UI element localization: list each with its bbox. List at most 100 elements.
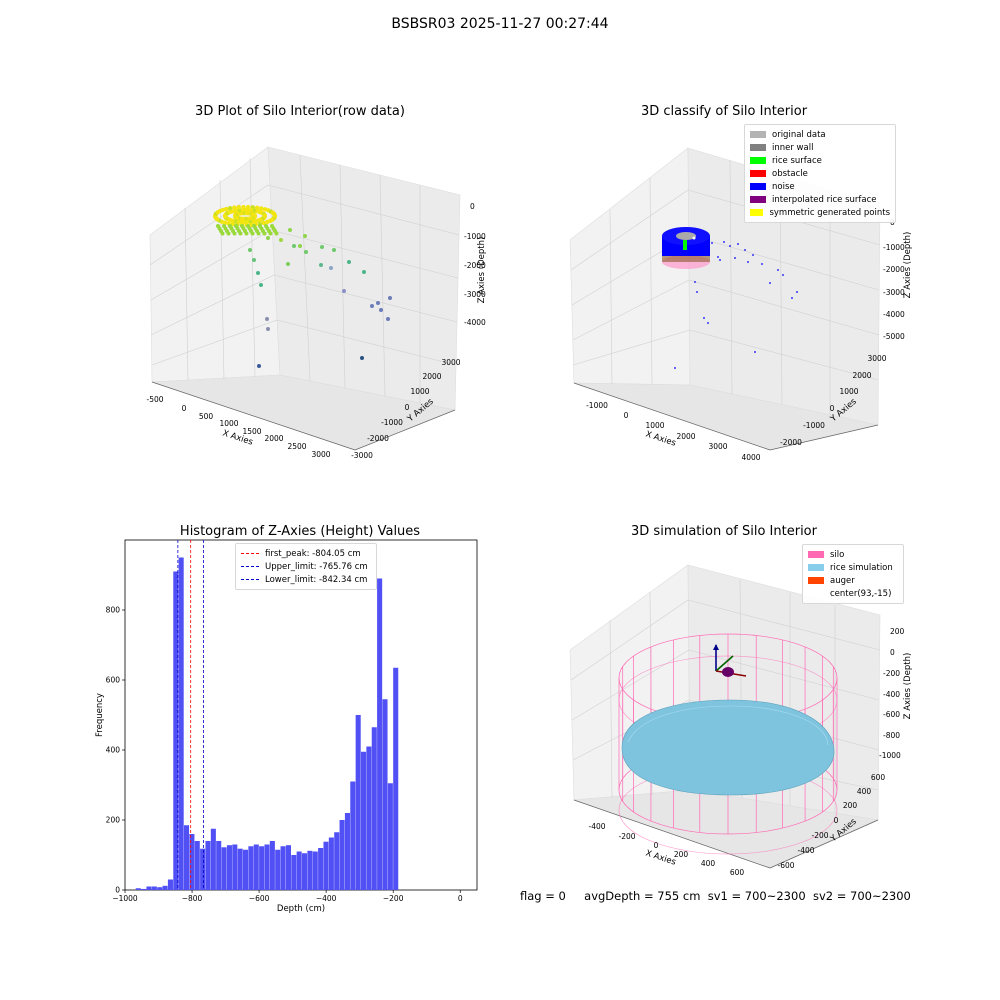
histogram-bar [232, 844, 238, 890]
panel1-point [329, 266, 333, 270]
legend-label: rice surface [772, 155, 822, 166]
legend-label: rice simulation [830, 562, 893, 573]
panel1-point [232, 231, 237, 236]
histogram-bar [200, 848, 206, 890]
histogram-bar [205, 841, 211, 890]
panel1-point [226, 231, 231, 236]
panel4-ytick: -400 [797, 846, 814, 855]
histogram-bar [135, 888, 141, 890]
histogram-bar [253, 844, 259, 890]
panel2-noise-point [761, 263, 763, 265]
histogram-bar [237, 848, 243, 890]
legend-label: Upper_limit: -765.76 cm [265, 561, 368, 572]
panel2-ytick: -2000 [780, 438, 802, 447]
legend-label: silo [830, 549, 845, 560]
panel4-ztick: -200 [883, 669, 900, 678]
panel2-noise-point [707, 322, 709, 324]
panel4-ztick: -800 [883, 731, 900, 740]
panel1-point [262, 231, 267, 236]
panel4-ztick: -400 [883, 690, 900, 699]
legend-swatch [750, 157, 766, 164]
histogram-title: Histogram of Z-Axies (Height) Values [179, 524, 421, 539]
panel1-point [256, 231, 261, 236]
panel1-point [288, 228, 292, 232]
panel2-noise-point [703, 317, 705, 319]
legend-label: center(93,-15) [830, 588, 892, 599]
histogram-bar [323, 841, 329, 890]
histogram-bar [285, 845, 291, 890]
panel1-point [262, 213, 267, 218]
histogram-bar [302, 853, 308, 890]
panel2-noise-point [777, 269, 779, 271]
panel4-legend: silo rice simulation auger center(93,-15… [802, 544, 904, 604]
panel2-noise-points [674, 241, 798, 369]
panel1-point [244, 231, 249, 236]
histogram-bar [167, 879, 173, 890]
panel1-ztick: -2000 [464, 261, 486, 270]
panel1-point [252, 258, 256, 262]
panel2-noise-point [747, 261, 749, 263]
panel2-xtick: 3000 [708, 442, 727, 451]
histogram-bar [291, 855, 297, 890]
panel1-point [303, 234, 307, 238]
panel4-ytick: -600 [777, 861, 794, 870]
panel4-ztick: -1000 [879, 751, 901, 760]
histogram-bar [269, 841, 275, 890]
histogram-bar [382, 699, 388, 890]
legend-item-silo: silo [808, 548, 898, 561]
panel1-point [241, 204, 246, 210]
legend-item-obstacle: obstacle [750, 167, 890, 180]
avg-depth-text: avgDepth = 755 cm [584, 889, 701, 903]
panel2-noise-point [694, 281, 696, 283]
panel1-point [319, 263, 323, 267]
panel2-legend: original data inner wall rice surface ob… [744, 124, 896, 223]
panel1-point [254, 205, 260, 211]
panel2-noise-point [717, 256, 719, 258]
legend-swatch [750, 170, 766, 177]
histogram-legend: first_peak: -804.05 cm Upper_limit: -765… [235, 543, 377, 590]
panel2-ztick: -2000 [883, 265, 905, 274]
panel2-ytick: -1000 [803, 421, 825, 430]
panel1-point [292, 244, 296, 248]
panel1-point [256, 271, 260, 275]
panel1-point [259, 206, 264, 211]
histogram-bar [387, 783, 393, 890]
panel1-xtick: 500 [199, 412, 214, 421]
panel2-ytick: 1000 [839, 387, 858, 396]
panel1-xtick: -500 [146, 395, 163, 404]
histogram-xtick-label: 0 [458, 894, 463, 903]
histogram-bars [135, 557, 399, 890]
panel2-zlabel: Z Axies (Depth) [903, 232, 913, 299]
panel1-point [265, 317, 269, 321]
histogram-bar [350, 781, 356, 890]
legend-label: noise [772, 181, 795, 192]
panel1-point [259, 283, 263, 287]
panel1-point [252, 213, 257, 218]
panel1-ytick: -2000 [367, 434, 389, 443]
histogram-bar [361, 751, 367, 890]
legend-item-auger: auger [808, 574, 898, 587]
legend-item-symmetric-generated-points: symmetric generated points [750, 206, 890, 219]
histogram-bar [328, 837, 334, 890]
legend-line-sample [241, 553, 259, 554]
histogram-bar [264, 844, 270, 890]
legend-item-inner-wall: inner wall [750, 141, 890, 154]
panel1-ytick: -3000 [351, 451, 373, 460]
panel1-title: 3D Plot of Silo Interior(row data) [195, 104, 405, 119]
legend-label: original data [772, 129, 826, 140]
histogram-bar [371, 727, 377, 890]
panel2-noise-point [737, 243, 739, 245]
panel1-point [257, 364, 261, 368]
panel4-ztick: -600 [883, 710, 900, 719]
legend-swatch [750, 209, 764, 216]
panel2-xlabel: X Axies [644, 429, 677, 448]
legend-line-sample [241, 579, 259, 580]
histogram-bar [280, 846, 286, 890]
histogram-bar [393, 667, 399, 890]
panel2-noise-point [729, 245, 731, 247]
panel4-ztick: 0 [890, 648, 895, 657]
panel1-point [304, 250, 308, 254]
panel1-point [268, 231, 273, 236]
panel1-ytick: 1000 [410, 387, 429, 396]
panel1-point [342, 289, 346, 293]
